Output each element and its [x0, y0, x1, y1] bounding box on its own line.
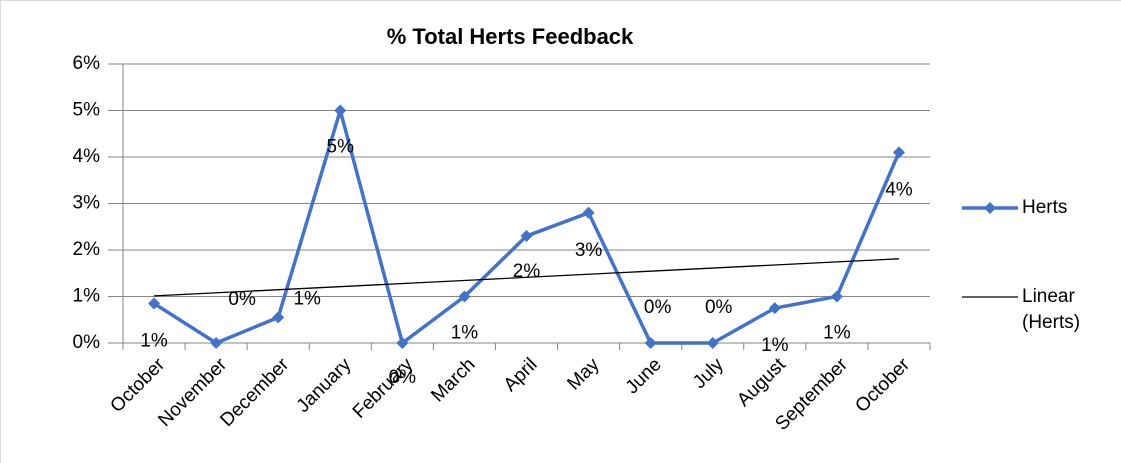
marker [272, 311, 285, 324]
y-tick-label: 6% [73, 53, 101, 74]
y-tick-label: 0% [73, 332, 101, 353]
marker [582, 206, 595, 219]
data-label: 1% [140, 330, 168, 351]
marker [520, 230, 533, 243]
marker [148, 297, 161, 310]
chart-title: % Total Herts Feedback [387, 24, 634, 49]
data-label: 3% [575, 240, 603, 261]
data-label: 1% [761, 335, 789, 356]
data-label: 0% [705, 297, 733, 318]
marker [396, 337, 409, 349]
y-tick-label: 4% [73, 146, 101, 167]
marker [210, 337, 223, 349]
y-tick-label: 1% [73, 286, 101, 307]
y-tick-label: 3% [73, 193, 101, 214]
y-tick-label: 5% [73, 100, 101, 121]
marker [644, 337, 657, 349]
data-label: 2% [513, 261, 541, 282]
trendline [154, 258, 899, 297]
data-label: 5% [327, 137, 355, 158]
marker [706, 337, 719, 349]
data-label: 0% [389, 367, 417, 388]
marker [830, 290, 843, 303]
marker [334, 104, 347, 117]
legend-label: Herts [1022, 197, 1067, 218]
data-label: 1% [823, 323, 851, 344]
y-tick-label: 2% [73, 239, 101, 260]
data-label: 0% [644, 297, 672, 318]
marker [458, 290, 471, 303]
data-label: 1% [451, 323, 479, 344]
data-label: 0% [228, 289, 256, 310]
data-label: 1% [293, 288, 321, 309]
marker [892, 146, 905, 159]
marker [768, 302, 781, 315]
legend-marker [984, 202, 996, 214]
legend-label: Linear (Herts) [1022, 286, 1081, 333]
data-label: 4% [885, 179, 913, 200]
